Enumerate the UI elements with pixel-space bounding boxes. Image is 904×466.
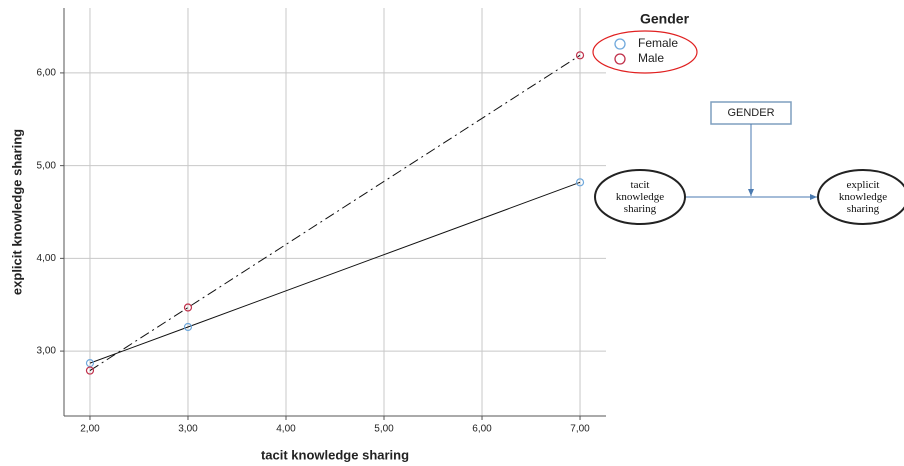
series-line <box>89 181 581 364</box>
x-tick-label: 3,00 <box>178 424 198 435</box>
source-node <box>594 169 686 225</box>
x-tick-label: 6,00 <box>472 424 492 435</box>
y-tick-label: 3,00 <box>37 346 57 357</box>
data-point <box>575 51 585 60</box>
series-line <box>89 54 581 371</box>
x-tick-label: 5,00 <box>374 424 394 435</box>
legend-marker <box>614 38 626 50</box>
y-tick-label: 5,00 <box>37 160 57 171</box>
target-node <box>817 169 904 225</box>
moderator-label: GENDER <box>727 107 774 119</box>
x-axis-title: tacit knowledge sharing <box>261 447 409 462</box>
target-node-label: explicit knowledge sharing <box>838 179 888 215</box>
y-axis-title: explicit knowledge sharing <box>9 129 24 295</box>
y-tick-label: 6,00 <box>37 68 57 79</box>
highlight-ellipse <box>592 30 698 74</box>
y-tick-label: 4,00 <box>37 253 57 264</box>
legend-label: Male <box>638 51 664 65</box>
data-point <box>183 303 193 312</box>
data-point <box>183 322 193 332</box>
legend-label: Female <box>638 36 678 50</box>
x-tick-label: 2,00 <box>80 424 100 435</box>
legend-title: Gender <box>640 11 690 27</box>
x-tick-label: 4,00 <box>276 424 296 435</box>
legend-marker <box>614 53 626 65</box>
data-point <box>85 366 95 375</box>
data-point <box>575 178 585 187</box>
x-tick-label: 7,00 <box>570 424 590 435</box>
source-node-label: tacit knowledge sharing <box>615 179 665 215</box>
